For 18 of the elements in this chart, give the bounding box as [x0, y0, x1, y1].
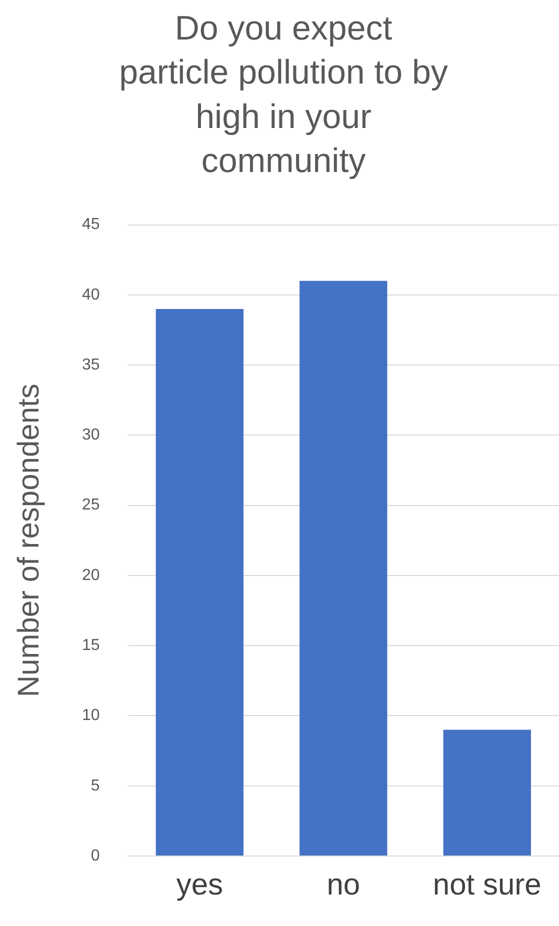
y-tick-label: 10: [82, 707, 100, 724]
y-tick-label: 45: [82, 216, 100, 234]
y-tick-label: 0: [90, 847, 100, 864]
y-tick-label: 30: [82, 426, 100, 444]
bar: [443, 730, 531, 856]
x-tick-label: yes: [176, 868, 224, 902]
y-tick-label: 35: [82, 356, 100, 374]
y-tick-label: 15: [82, 637, 100, 654]
y-tick-label: 5: [90, 777, 100, 794]
y-tick-label: 20: [82, 566, 100, 584]
y-tick-label: 25: [82, 496, 100, 514]
chart-title: Do you expect particle pollution to by high in your community: [119, 9, 448, 180]
x-tick-label: no: [326, 868, 360, 902]
x-tick-label: not sure: [432, 868, 542, 902]
y-tick-label: 40: [82, 286, 100, 304]
bar: [156, 308, 244, 856]
y-axis-title: Number of respondents: [12, 384, 46, 698]
bar: [300, 280, 388, 856]
